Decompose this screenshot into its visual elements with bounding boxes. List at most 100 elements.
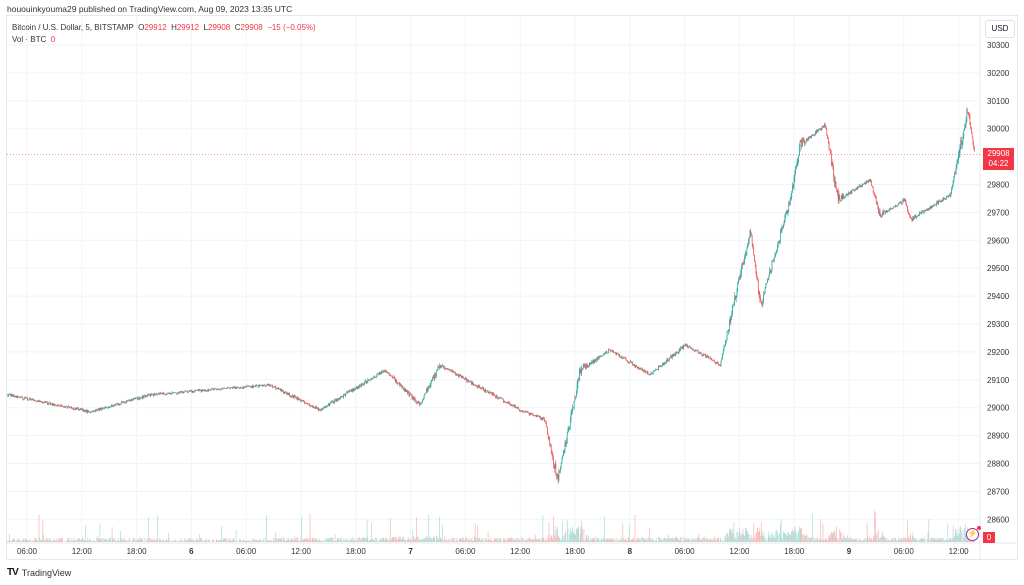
- volume-bar: [474, 523, 476, 542]
- candle-body: [965, 121, 967, 124]
- candle-body: [913, 216, 915, 220]
- volume-bar: [613, 538, 615, 542]
- candle-body: [565, 443, 567, 444]
- volume-bar: [515, 538, 516, 542]
- volume-bar: [778, 541, 780, 542]
- volume-bar: [152, 539, 154, 542]
- candle-body: [372, 378, 374, 379]
- candle-body: [849, 192, 850, 194]
- candle-body: [371, 377, 372, 379]
- volume-bar: [212, 539, 213, 542]
- volume-bar: [371, 522, 372, 542]
- candle-body: [190, 390, 192, 392]
- candle-body: [805, 142, 806, 144]
- volume-bar: [525, 539, 527, 542]
- volume-bar: [720, 539, 722, 542]
- candle-body: [193, 391, 195, 393]
- volume-bar: [953, 538, 955, 542]
- candle-body: [12, 394, 14, 397]
- candle-body: [181, 391, 183, 393]
- volume-label[interactable]: Vol · BTC: [12, 35, 47, 44]
- lightning-icon[interactable]: ⚡: [966, 526, 981, 541]
- volume-bar: [869, 539, 871, 542]
- candle-body: [583, 364, 585, 367]
- volume-bar: [582, 528, 583, 542]
- volume-bar: [465, 537, 467, 542]
- candle-body: [13, 394, 15, 397]
- candle-body: [862, 184, 864, 185]
- candle-body: [630, 361, 632, 363]
- candle-body: [34, 400, 35, 401]
- volume-bar: [875, 535, 877, 542]
- volume-bar: [220, 540, 222, 542]
- volume-bar: [53, 537, 54, 542]
- volume-bar: [227, 539, 229, 542]
- time-tick-label: 18:00: [784, 547, 805, 556]
- candle-body: [582, 367, 583, 369]
- volume-bar: [569, 527, 571, 542]
- candle-body: [16, 396, 18, 398]
- candle-body: [646, 371, 647, 372]
- candle-body: [497, 397, 499, 399]
- volume-bar: [279, 538, 280, 542]
- volume-bar: [888, 539, 890, 542]
- candle-body: [266, 384, 267, 387]
- symbol-title[interactable]: Bitcoin / U.S. Dollar, 5, BITSTAMP: [12, 23, 134, 32]
- candle-body: [958, 153, 960, 155]
- volume-bar: [149, 538, 150, 542]
- candle-body: [711, 359, 713, 361]
- candle-body: [821, 126, 823, 129]
- candle-body: [56, 404, 57, 406]
- volume-bar: [339, 540, 341, 542]
- candle-body: [493, 394, 495, 396]
- candle-body: [230, 387, 232, 389]
- candle-body: [579, 370, 580, 380]
- volume-bar: [180, 539, 181, 542]
- candle-body: [70, 406, 72, 408]
- volume-bar: [678, 539, 679, 542]
- price-tick-label: 30000: [987, 125, 1010, 134]
- volume-bar: [802, 534, 803, 542]
- candle-body: [655, 369, 657, 371]
- currency-button[interactable]: USD: [985, 20, 1015, 38]
- candle-body: [115, 403, 117, 405]
- volume-bar: [28, 540, 29, 542]
- candle-body: [694, 350, 696, 352]
- volume-bar: [445, 540, 446, 542]
- volume-bar: [337, 538, 338, 542]
- candle-body: [150, 393, 152, 397]
- candle-body: [375, 376, 377, 378]
- volume-bar: [883, 537, 885, 542]
- candle-body: [388, 372, 390, 375]
- volume-bar: [858, 540, 860, 542]
- candle-body: [730, 317, 732, 322]
- candle-body: [328, 404, 330, 406]
- candle-body: [82, 409, 83, 410]
- candle-body: [827, 138, 829, 143]
- volume-bar: [534, 539, 535, 542]
- volume-bar: [303, 539, 305, 542]
- volume-bar: [799, 529, 801, 542]
- volume-bar: [634, 514, 636, 542]
- candle-body: [850, 191, 852, 193]
- volume-bar: [910, 533, 911, 542]
- volume-bar: [846, 535, 848, 542]
- volume-bar: [408, 539, 410, 542]
- candle-body: [24, 397, 25, 400]
- candle-body: [514, 405, 516, 407]
- candle-body: [592, 361, 593, 364]
- volume-bar: [513, 539, 515, 542]
- candle-body: [764, 287, 766, 293]
- volume-bar: [116, 540, 118, 542]
- volume-bar: [709, 538, 711, 542]
- volume-bar: [595, 536, 597, 542]
- candle-body: [379, 372, 381, 375]
- candle-body: [766, 283, 767, 285]
- candle-body: [642, 369, 644, 372]
- candle-body: [863, 183, 865, 185]
- volume-bar: [948, 538, 950, 542]
- candle-body: [416, 402, 418, 404]
- volume-bar: [773, 534, 774, 542]
- volume-bar: [917, 539, 919, 542]
